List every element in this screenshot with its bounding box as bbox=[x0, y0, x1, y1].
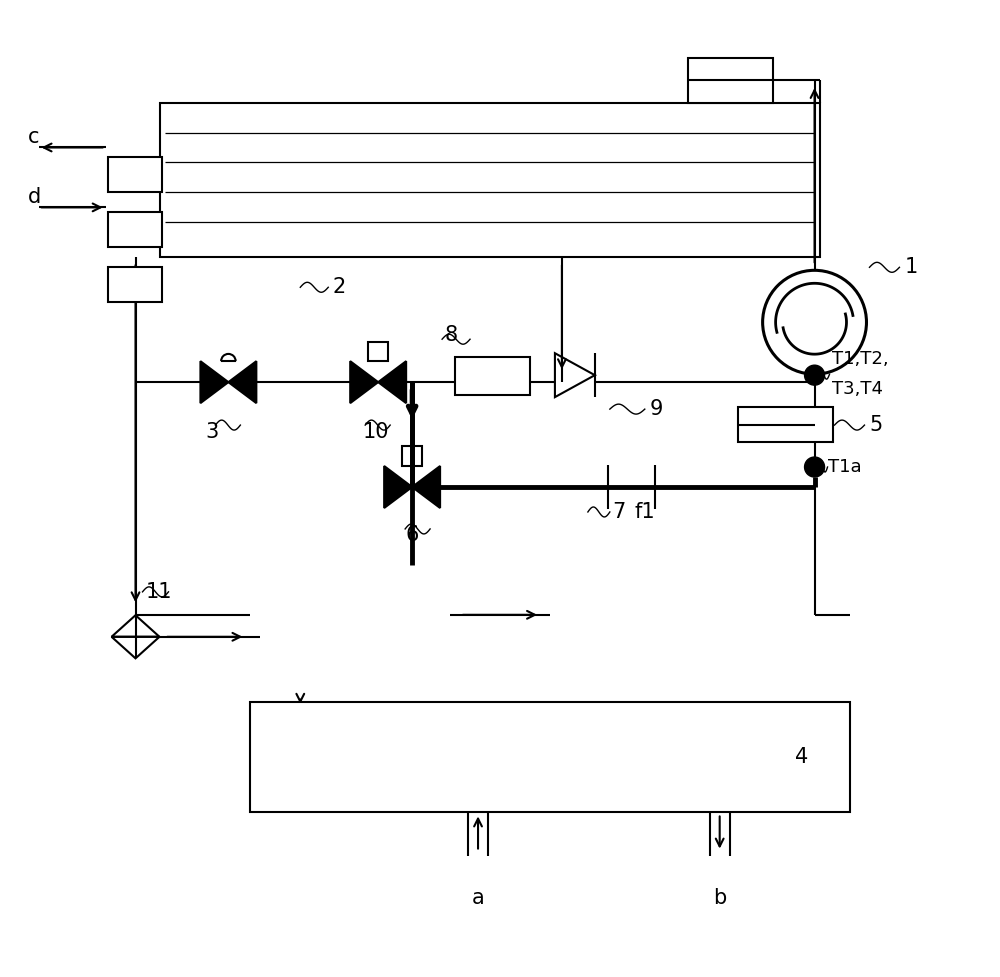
Text: d: d bbox=[28, 188, 41, 207]
Text: 1: 1 bbox=[904, 257, 918, 277]
Polygon shape bbox=[378, 361, 406, 404]
Bar bbox=[738, 407, 833, 442]
Text: T3,T4: T3,T4 bbox=[832, 380, 883, 399]
Text: a: a bbox=[472, 888, 484, 909]
Text: f1: f1 bbox=[635, 502, 655, 522]
Polygon shape bbox=[228, 361, 256, 404]
Text: 3: 3 bbox=[205, 422, 219, 442]
Bar bbox=[688, 58, 773, 103]
Bar bbox=[402, 446, 422, 466]
Circle shape bbox=[805, 365, 825, 385]
Text: 10: 10 bbox=[362, 422, 389, 442]
Bar bbox=[108, 157, 162, 192]
Text: 2: 2 bbox=[332, 277, 345, 297]
Text: 5: 5 bbox=[869, 415, 883, 435]
Text: b: b bbox=[713, 888, 726, 909]
Text: 9: 9 bbox=[650, 400, 663, 419]
Text: 7: 7 bbox=[612, 502, 625, 522]
Text: c: c bbox=[28, 128, 39, 148]
Text: 6: 6 bbox=[405, 525, 419, 545]
Text: 8: 8 bbox=[445, 325, 458, 345]
Circle shape bbox=[805, 457, 825, 477]
Bar bbox=[368, 342, 388, 361]
Bar bbox=[108, 268, 162, 302]
Text: T1a: T1a bbox=[828, 458, 861, 476]
Polygon shape bbox=[200, 361, 228, 404]
Polygon shape bbox=[412, 466, 440, 508]
Bar bbox=[250, 701, 850, 812]
Polygon shape bbox=[350, 361, 378, 404]
Bar bbox=[455, 358, 530, 395]
Text: T1,T2,: T1,T2, bbox=[832, 350, 888, 368]
Text: 11: 11 bbox=[146, 582, 172, 602]
Bar bbox=[108, 212, 162, 247]
Text: 4: 4 bbox=[795, 746, 808, 767]
Bar bbox=[160, 103, 820, 257]
Polygon shape bbox=[384, 466, 412, 508]
